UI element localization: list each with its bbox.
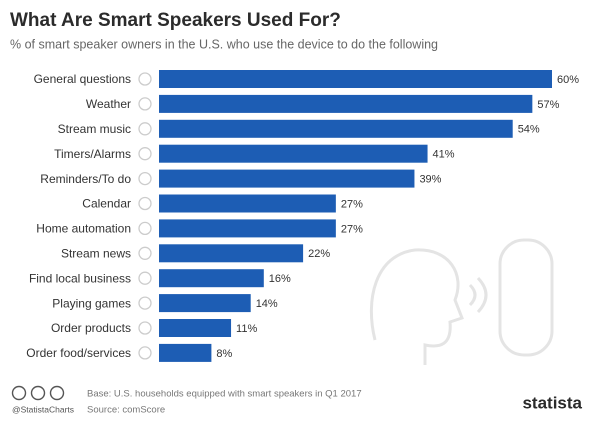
category-label: Playing games (52, 296, 131, 310)
value-label: 16% (269, 273, 291, 285)
bar (159, 70, 552, 88)
category-icon (138, 122, 152, 136)
bar (159, 144, 428, 163)
category-label: Timers/Alarms (54, 147, 131, 161)
category-icon (138, 246, 152, 260)
category-icon (138, 171, 152, 186)
value-label: 11% (236, 323, 257, 335)
category-icon (138, 271, 152, 285)
value-label: 27% (341, 198, 363, 210)
category-icon (138, 346, 152, 360)
category-label: Stream music (58, 122, 131, 136)
bar (159, 343, 212, 362)
footer-icons (11, 385, 65, 401)
category-label: Stream news (61, 246, 131, 260)
category-label: Order food/services (26, 346, 131, 360)
bar (159, 169, 415, 188)
category-label: General questions (34, 72, 131, 86)
bar (159, 119, 513, 138)
footer-credit: @StatistaCharts (12, 404, 74, 414)
chart-subtitle: % of smart speaker owners in the U.S. wh… (10, 37, 438, 51)
value-label: 8% (216, 348, 232, 360)
value-label: 41% (433, 149, 455, 161)
bar (159, 244, 304, 263)
value-label: 27% (341, 223, 363, 235)
category-icon (138, 321, 152, 335)
category-icon (138, 221, 152, 236)
category-icon (138, 72, 152, 86)
bar (159, 219, 336, 238)
value-label: 57% (537, 99, 559, 111)
footer-source: Source: comScore (87, 405, 165, 416)
value-label: 54% (518, 124, 540, 136)
category-label: Reminders/To do (40, 172, 131, 186)
bar (159, 94, 533, 113)
speaker-illustration (369, 238, 554, 365)
logo: statista (522, 393, 582, 412)
category-icon (138, 97, 152, 111)
bar (159, 269, 264, 288)
bar (159, 294, 251, 313)
value-label: 39% (419, 174, 441, 186)
category-label: Weather (86, 97, 131, 111)
bar (159, 194, 336, 213)
value-label: 60% (557, 74, 579, 86)
category-icon (138, 147, 152, 161)
category-label: Home automation (36, 222, 131, 236)
category-label: Calendar (82, 197, 131, 211)
value-label: 22% (308, 248, 330, 260)
footer-base: Base: U.S. households equipped with smar… (87, 389, 362, 400)
chart-title: What Are Smart Speakers Used For? (10, 10, 341, 31)
category-icon (138, 196, 152, 211)
category-label: Find local business (29, 271, 131, 285)
bar (159, 319, 232, 337)
category-label: Order products (51, 321, 131, 335)
value-label: 14% (256, 298, 278, 310)
category-icon (138, 296, 152, 310)
